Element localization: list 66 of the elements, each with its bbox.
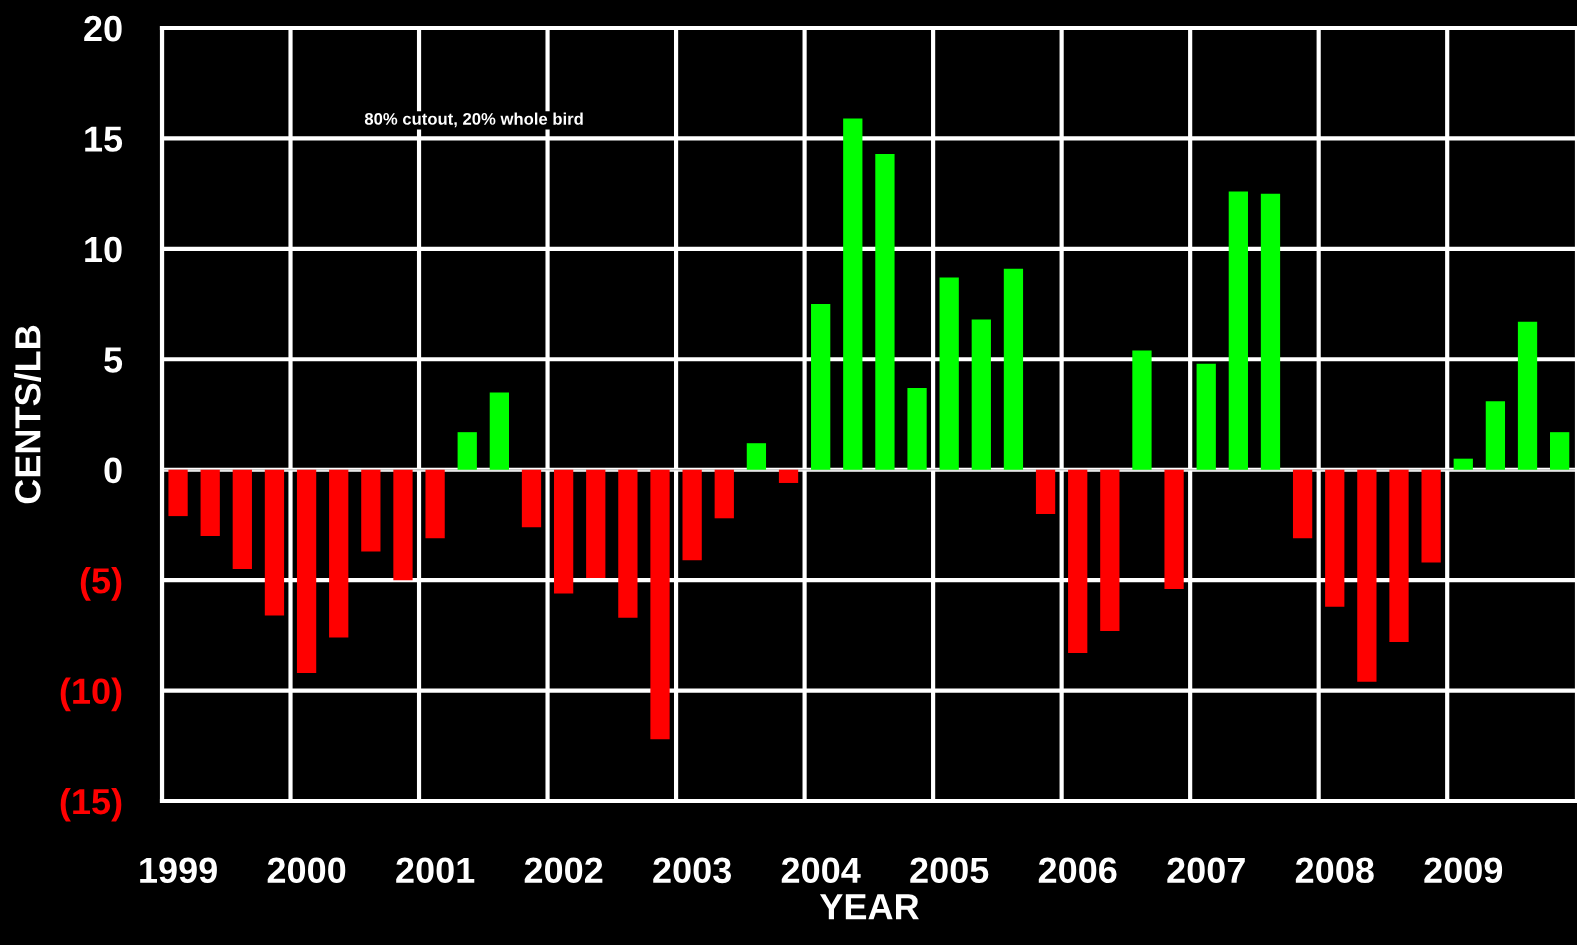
bar (393, 469, 413, 581)
bar (1003, 268, 1024, 470)
bar (1260, 193, 1281, 470)
bar (746, 443, 767, 470)
bar (682, 469, 702, 561)
x-tick-label: 2006 (1038, 857, 1117, 884)
y-tick-label: (5) (80, 567, 122, 601)
bar (361, 469, 381, 552)
bar (1196, 363, 1216, 470)
bar (264, 469, 285, 616)
bar (971, 319, 991, 470)
bar (457, 432, 477, 470)
bar (939, 277, 959, 470)
x-tick-label: 1999 (140, 857, 217, 884)
bar (1550, 432, 1570, 470)
bar (843, 118, 863, 470)
bar (586, 469, 606, 578)
bar (1228, 191, 1248, 470)
bar (1485, 401, 1506, 470)
x-axis-title: YEAR (819, 894, 919, 920)
bar (553, 469, 574, 594)
bar (1421, 469, 1441, 563)
x-tick-label: 2009 (1424, 857, 1503, 884)
x-tick-label: 2004 (781, 857, 861, 884)
x-tick-label: 2007 (1167, 857, 1245, 884)
y-tick-label: (10) (60, 677, 122, 712)
bar (200, 469, 220, 536)
bar (1389, 469, 1409, 642)
x-tick-label: 2001 (396, 857, 475, 884)
bar (875, 153, 895, 470)
bar (1164, 469, 1184, 589)
bar (714, 469, 734, 519)
y-tick-label: 0 (104, 457, 122, 484)
y-tick-label: 15 (85, 126, 123, 152)
bar (1035, 469, 1056, 514)
x-tick-label: 2005 (910, 857, 989, 884)
x-tick-label: 2002 (524, 857, 603, 884)
bar (521, 469, 542, 528)
bar (1517, 321, 1538, 470)
bar (811, 304, 831, 470)
bar (1068, 469, 1088, 654)
y-axis-title: CENTS/LB (14, 325, 42, 504)
bar (329, 469, 349, 638)
x-tick-label: 2003 (653, 857, 732, 884)
bar (168, 469, 188, 517)
bar (618, 469, 638, 618)
y-tick-label: 20 (84, 15, 122, 42)
x-tick-label: 2008 (1295, 857, 1374, 884)
bar (1132, 350, 1152, 470)
bar (232, 469, 252, 570)
x-tick-label: 2000 (267, 857, 346, 884)
y-tick-label: 10 (85, 236, 122, 263)
bar (650, 469, 670, 740)
annotation: 80% cutout, 20% whole bird (364, 112, 583, 128)
bar (1325, 469, 1345, 607)
bar (907, 388, 927, 470)
bar (1453, 458, 1473, 470)
bar (1100, 469, 1120, 631)
y-tick-label: 5 (104, 347, 123, 373)
y-tick-label: (15) (60, 787, 122, 822)
bar (296, 469, 317, 673)
bar (1357, 469, 1377, 682)
bar (778, 469, 799, 483)
bar (489, 392, 509, 470)
bar (425, 469, 445, 539)
bar (1292, 469, 1313, 539)
